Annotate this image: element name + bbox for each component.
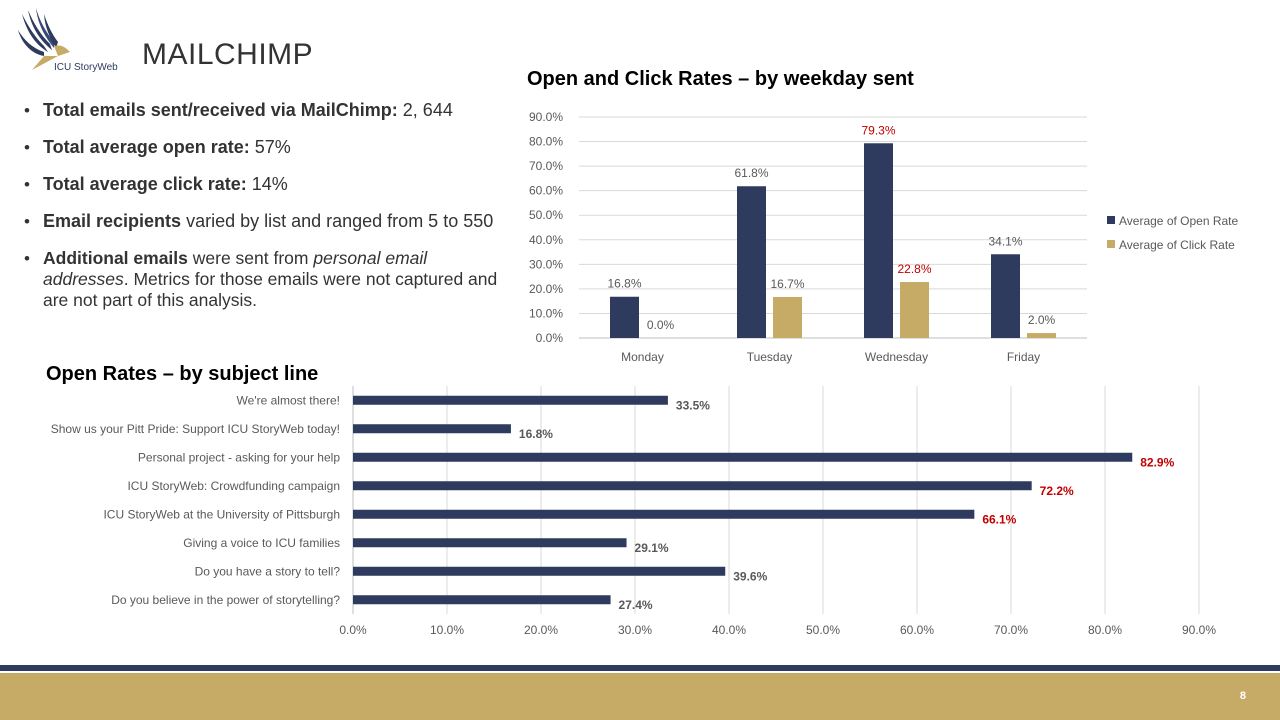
data-label: 72.2% <box>1040 484 1074 498</box>
bullet-value: 14% <box>246 174 288 194</box>
bar <box>353 538 627 548</box>
bullet-total-emails: Total emails sent/received via MailChimp… <box>24 100 502 121</box>
data-label: 79.3% <box>861 123 895 137</box>
y-tick-label: 0.0% <box>536 331 564 345</box>
subject-bar-chart: 0.0% 10.0% 20.0% 30.0% 40.0% 50.0% 60.0% 70.0% 8… <box>51 386 1216 637</box>
bullet-additional-emails: Additional emails were sent from persona… <box>24 248 502 311</box>
data-label: 33.5% <box>676 398 710 412</box>
bar <box>353 509 975 519</box>
data-label: 39.6% <box>733 569 767 583</box>
x-tick-label: 50.0% <box>806 623 840 637</box>
bullet-label: Email recipients <box>43 211 182 231</box>
x-tick-label: Friday <box>1007 350 1040 364</box>
footer-band <box>0 673 1280 720</box>
y-tick-label: Personal project - asking for your help <box>138 450 340 464</box>
bullet-value: 2, 644 <box>397 100 453 120</box>
summary-bullets: Total emails sent/received via MailChimp… <box>24 100 502 327</box>
bar <box>610 296 639 338</box>
bullet-value: 57% <box>249 137 291 157</box>
y-tick-label: 70.0% <box>529 159 563 173</box>
y-tick-label: We're almost there! <box>237 393 340 407</box>
bullet-recipients: Email recipients varied by list and rang… <box>24 211 502 232</box>
page-number: 8 <box>1239 690 1246 702</box>
data-label: 22.8% <box>897 262 931 276</box>
weekday-chart-title: Open and Click Rates – by weekday sent <box>527 68 914 90</box>
data-label: 34.1% <box>988 234 1022 248</box>
y-tick-label: 30.0% <box>529 257 563 271</box>
weekday-bar-chart: 0.0% 10.0% 20.0% 30.0% 40.0% 50.0% 60.0% 70.0% 8… <box>529 110 1239 364</box>
bar <box>991 254 1020 338</box>
bullet-text: were sent from <box>187 248 314 268</box>
bar <box>900 282 929 338</box>
bullet-click-rate: Total average click rate: 14% <box>24 174 502 195</box>
y-tick-label: 90.0% <box>529 110 563 124</box>
bullet-open-rate: Total average open rate: 57% <box>24 137 502 158</box>
bar <box>864 143 893 338</box>
bullet-label: Total average click rate: <box>43 174 247 194</box>
bullet-value: varied by list and ranged from 5 to 550 <box>181 211 494 231</box>
data-label: 16.8% <box>519 427 553 441</box>
x-tick-label: 90.0% <box>1182 623 1216 637</box>
x-tick-label: 0.0% <box>339 623 367 637</box>
y-tick-label: Show us your Pitt Pride: Support ICU Sto… <box>51 422 340 436</box>
y-tick-label: Do you believe in the power of storytell… <box>111 593 340 607</box>
bar <box>737 186 766 338</box>
y-tick-label: 50.0% <box>529 208 563 222</box>
x-tick-label: 20.0% <box>524 623 558 637</box>
data-label: 16.8% <box>607 277 641 291</box>
y-tick-label: 20.0% <box>529 282 563 296</box>
x-tick-label: 30.0% <box>618 623 652 637</box>
data-label: 2.0% <box>1028 313 1056 327</box>
data-label: 82.9% <box>1140 455 1174 469</box>
bar <box>353 595 611 605</box>
data-label: 0.0% <box>647 318 675 332</box>
x-tick-label: 60.0% <box>900 623 934 637</box>
y-tick-label: ICU StoryWeb: Crowdfunding campaign <box>127 479 340 493</box>
logo-wings-icon <box>18 8 70 70</box>
charts-canvas: 0.0% 10.0% 20.0% 30.0% 40.0% 50.0% 60.0% 70.0% 8… <box>51 110 1239 637</box>
x-tick-label: 10.0% <box>430 623 464 637</box>
data-label: 16.7% <box>770 277 804 291</box>
y-tick-label: 40.0% <box>529 233 563 247</box>
legend-swatch <box>1107 240 1115 248</box>
x-tick-label: Wednesday <box>865 350 928 364</box>
data-label: 61.8% <box>734 166 768 180</box>
logo-text: ICU StoryWeb <box>54 62 118 73</box>
footer-divider <box>0 665 1280 671</box>
legend-label: Average of Click Rate <box>1119 238 1235 252</box>
y-tick-label: Giving a voice to ICU families <box>183 536 340 550</box>
y-tick-label: 10.0% <box>529 306 563 320</box>
y-tick-label: Do you have a story to tell? <box>195 564 341 578</box>
legend-swatch <box>1107 216 1115 224</box>
bar <box>353 481 1032 491</box>
bullet-italic-text: personal email addresses <box>43 248 428 289</box>
bar <box>353 395 668 405</box>
data-label: 29.1% <box>635 541 669 555</box>
logo: ICU StoryWeb <box>14 6 124 74</box>
data-label: 66.1% <box>982 512 1016 526</box>
x-tick-label: Tuesday <box>747 350 793 364</box>
page-title: MAILCHIMP <box>142 38 314 71</box>
bar <box>773 296 802 338</box>
bar <box>353 424 511 434</box>
y-tick-label: 80.0% <box>529 135 563 149</box>
legend-label: Average of Open Rate <box>1119 214 1239 228</box>
bullet-label: Total average open rate: <box>43 137 250 157</box>
x-tick-label: 80.0% <box>1088 623 1122 637</box>
y-tick-label: 60.0% <box>529 184 563 198</box>
bar <box>353 452 1133 462</box>
x-tick-label: Monday <box>621 350 664 364</box>
subject-chart-title: Open Rates – by subject line <box>46 363 319 385</box>
data-label: 27.4% <box>619 598 653 612</box>
bar <box>1027 333 1056 338</box>
x-tick-label: 70.0% <box>994 623 1028 637</box>
bullet-label: Total emails sent/received via MailChimp… <box>43 100 398 120</box>
bullet-text: . Metrics for those emails were not capt… <box>43 269 498 310</box>
bullet-label: Additional emails <box>43 248 188 268</box>
y-tick-label: ICU StoryWeb at the University of Pittsb… <box>103 507 340 521</box>
bar <box>353 566 726 576</box>
x-tick-label: 40.0% <box>712 623 746 637</box>
